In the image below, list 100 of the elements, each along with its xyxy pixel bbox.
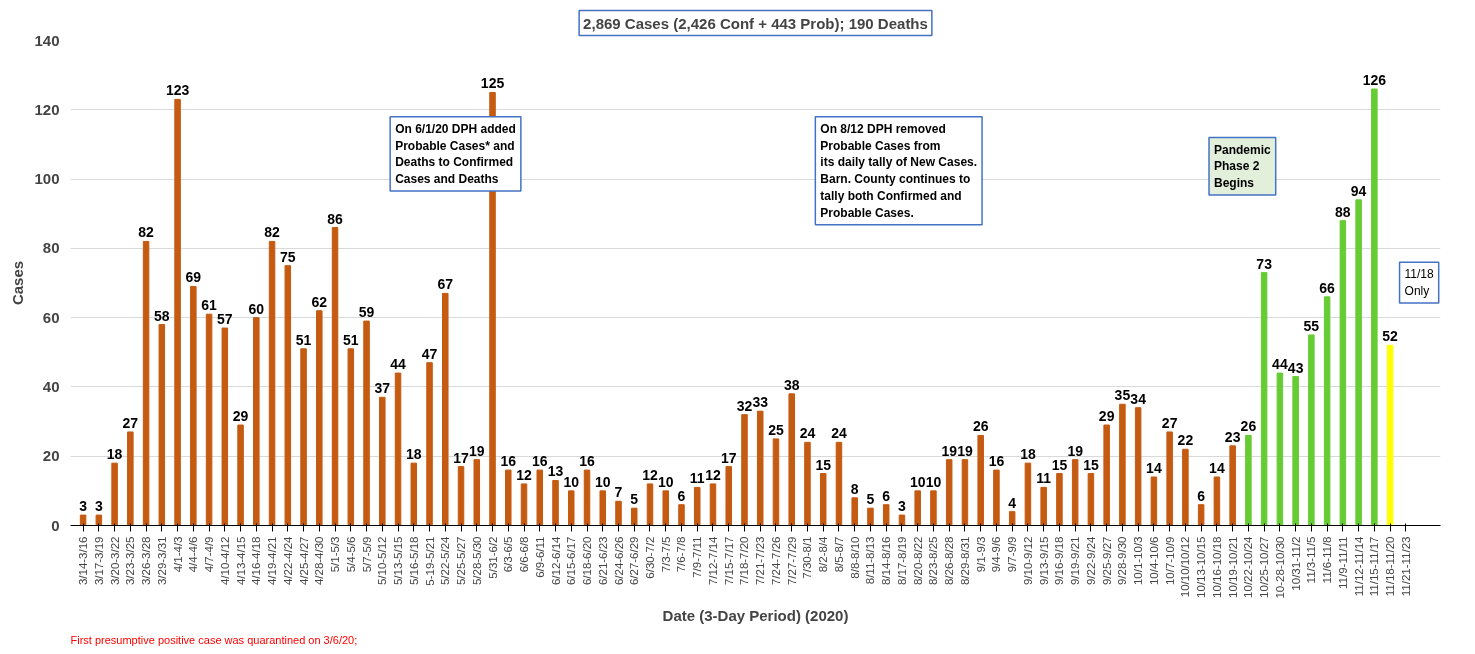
x-tick-label: 6/24-6/26 xyxy=(612,536,625,586)
data-label: 67 xyxy=(437,276,454,293)
data-label: 94 xyxy=(1350,182,1367,199)
x-tick-label: 7/15-7/17 xyxy=(722,536,735,586)
data-label: 16 xyxy=(531,453,548,470)
bar xyxy=(662,490,669,526)
x-tick-label: 4/28-4/30 xyxy=(313,536,326,586)
x-tick-label: 9/19-9/21 xyxy=(1069,536,1082,586)
x-tick-label: 7/21-7/23 xyxy=(754,536,767,586)
y-tick-label: 80 xyxy=(42,239,60,257)
data-label: 24 xyxy=(831,425,847,442)
data-label: 126 xyxy=(1362,72,1387,88)
data-label: 52 xyxy=(1382,328,1399,345)
x-tick-label: 5/13-5/15 xyxy=(392,536,405,586)
data-label: 51 xyxy=(343,331,359,348)
data-label: 13 xyxy=(547,463,564,480)
data-label: 22 xyxy=(1177,432,1194,449)
x-tick-label: 9/13-9/15 xyxy=(1037,536,1050,586)
data-label: 15 xyxy=(1051,456,1068,473)
bar xyxy=(253,317,260,526)
data-label: 44 xyxy=(390,356,407,373)
x-tick-label: 8/5-8/7 xyxy=(832,536,845,573)
data-label: 38 xyxy=(783,376,800,393)
data-label: 5 xyxy=(866,491,875,508)
x-tick-label: 4/10-4/12 xyxy=(218,536,231,586)
x-tick-label: 5/16-5/18 xyxy=(407,536,420,586)
x-tick-label: 7/6-7/8 xyxy=(675,536,688,573)
y-tick-label: 120 xyxy=(34,100,60,118)
x-tick-label: 4/13-4/15 xyxy=(234,536,247,586)
data-label: 10 xyxy=(594,473,611,490)
bar xyxy=(142,240,150,526)
x-tick-label: 6/9-6/11 xyxy=(533,536,546,578)
x-tick-label: 6/27-6/29 xyxy=(628,536,641,586)
x-tick-label: 8/8-8/10 xyxy=(848,536,861,579)
x-tick-label: 11/3-11/5 xyxy=(1305,536,1318,584)
data-label: 29 xyxy=(232,408,249,425)
data-label: 82 xyxy=(138,224,155,241)
data-label: 73 xyxy=(1256,255,1273,272)
data-label: 35 xyxy=(1114,387,1131,404)
bar xyxy=(1040,486,1047,526)
x-tick-label: 11/12-11/14 xyxy=(1352,535,1365,597)
x-tick-label: 5/22-5/24 xyxy=(439,535,452,586)
bar xyxy=(1119,403,1126,526)
bar xyxy=(1371,88,1378,526)
x-tick-label: 5-19-5/21 xyxy=(423,536,436,586)
data-label: 37 xyxy=(374,380,391,397)
bar xyxy=(174,98,181,526)
data-label: 75 xyxy=(280,248,296,265)
x-tick-label: 9/16-9/18 xyxy=(1053,536,1066,586)
data-label: 6 xyxy=(882,487,891,504)
bar xyxy=(1008,511,1016,526)
x-tick-label: 6/21-6/23 xyxy=(596,536,609,586)
bar xyxy=(835,441,843,526)
bar xyxy=(1229,445,1236,526)
bar xyxy=(536,469,544,526)
x-tick-label: 4/25-4/27 xyxy=(297,536,310,586)
data-label: 69 xyxy=(185,269,202,286)
data-label: 33 xyxy=(752,394,769,411)
bar xyxy=(630,507,638,526)
x-tick-label: 9/28-9/30 xyxy=(1116,536,1129,586)
data-label: 19 xyxy=(1067,442,1084,459)
bar xyxy=(237,424,244,526)
bar xyxy=(1024,462,1032,526)
x-tick-label: 10/16-10/18 xyxy=(1210,536,1223,598)
bar xyxy=(961,459,969,526)
bar xyxy=(678,504,685,526)
data-label: 58 xyxy=(154,307,170,324)
bar xyxy=(725,466,732,526)
data-label: 10 xyxy=(909,473,926,490)
bar xyxy=(788,393,795,526)
bar xyxy=(756,410,764,526)
data-label: 12 xyxy=(516,466,533,483)
x-tick-label: 10/19-10/21 xyxy=(1226,536,1239,598)
x-tick-label: 7/12-7/14 xyxy=(706,535,719,586)
bar xyxy=(1213,476,1221,526)
data-label: 6 xyxy=(1197,487,1206,504)
data-label: 5 xyxy=(630,491,639,508)
bar xyxy=(930,490,937,526)
x-tick-label: 9/10-9/12 xyxy=(1021,536,1034,586)
data-label: 18 xyxy=(406,446,422,463)
bar xyxy=(914,490,921,526)
x-tick-label: 8/14-8/16 xyxy=(880,536,893,586)
y-axis-title: Cases xyxy=(9,260,27,306)
x-tick-label: 7/27-7/29 xyxy=(785,536,798,586)
bar xyxy=(1071,459,1079,526)
bar xyxy=(1150,476,1158,526)
x-tick-label: 6/15-6/17 xyxy=(565,536,578,586)
bar xyxy=(1197,504,1205,526)
x-tick-label: 6/3-6/5 xyxy=(502,536,515,573)
x-tick-label: 10/4-10/6 xyxy=(1147,536,1160,586)
data-label: 34 xyxy=(1130,390,1147,407)
data-label: 123 xyxy=(165,82,190,99)
bar xyxy=(552,479,559,526)
bar xyxy=(205,313,213,526)
x-tick-label: 9/7-9/9 xyxy=(1006,536,1019,573)
x-tick-label: 4/16-4/18 xyxy=(250,536,263,586)
x-tick-label: 5/4-5/6 xyxy=(344,536,357,573)
data-label: 15 xyxy=(1083,456,1099,473)
bar xyxy=(410,462,418,526)
bar xyxy=(1166,431,1173,526)
